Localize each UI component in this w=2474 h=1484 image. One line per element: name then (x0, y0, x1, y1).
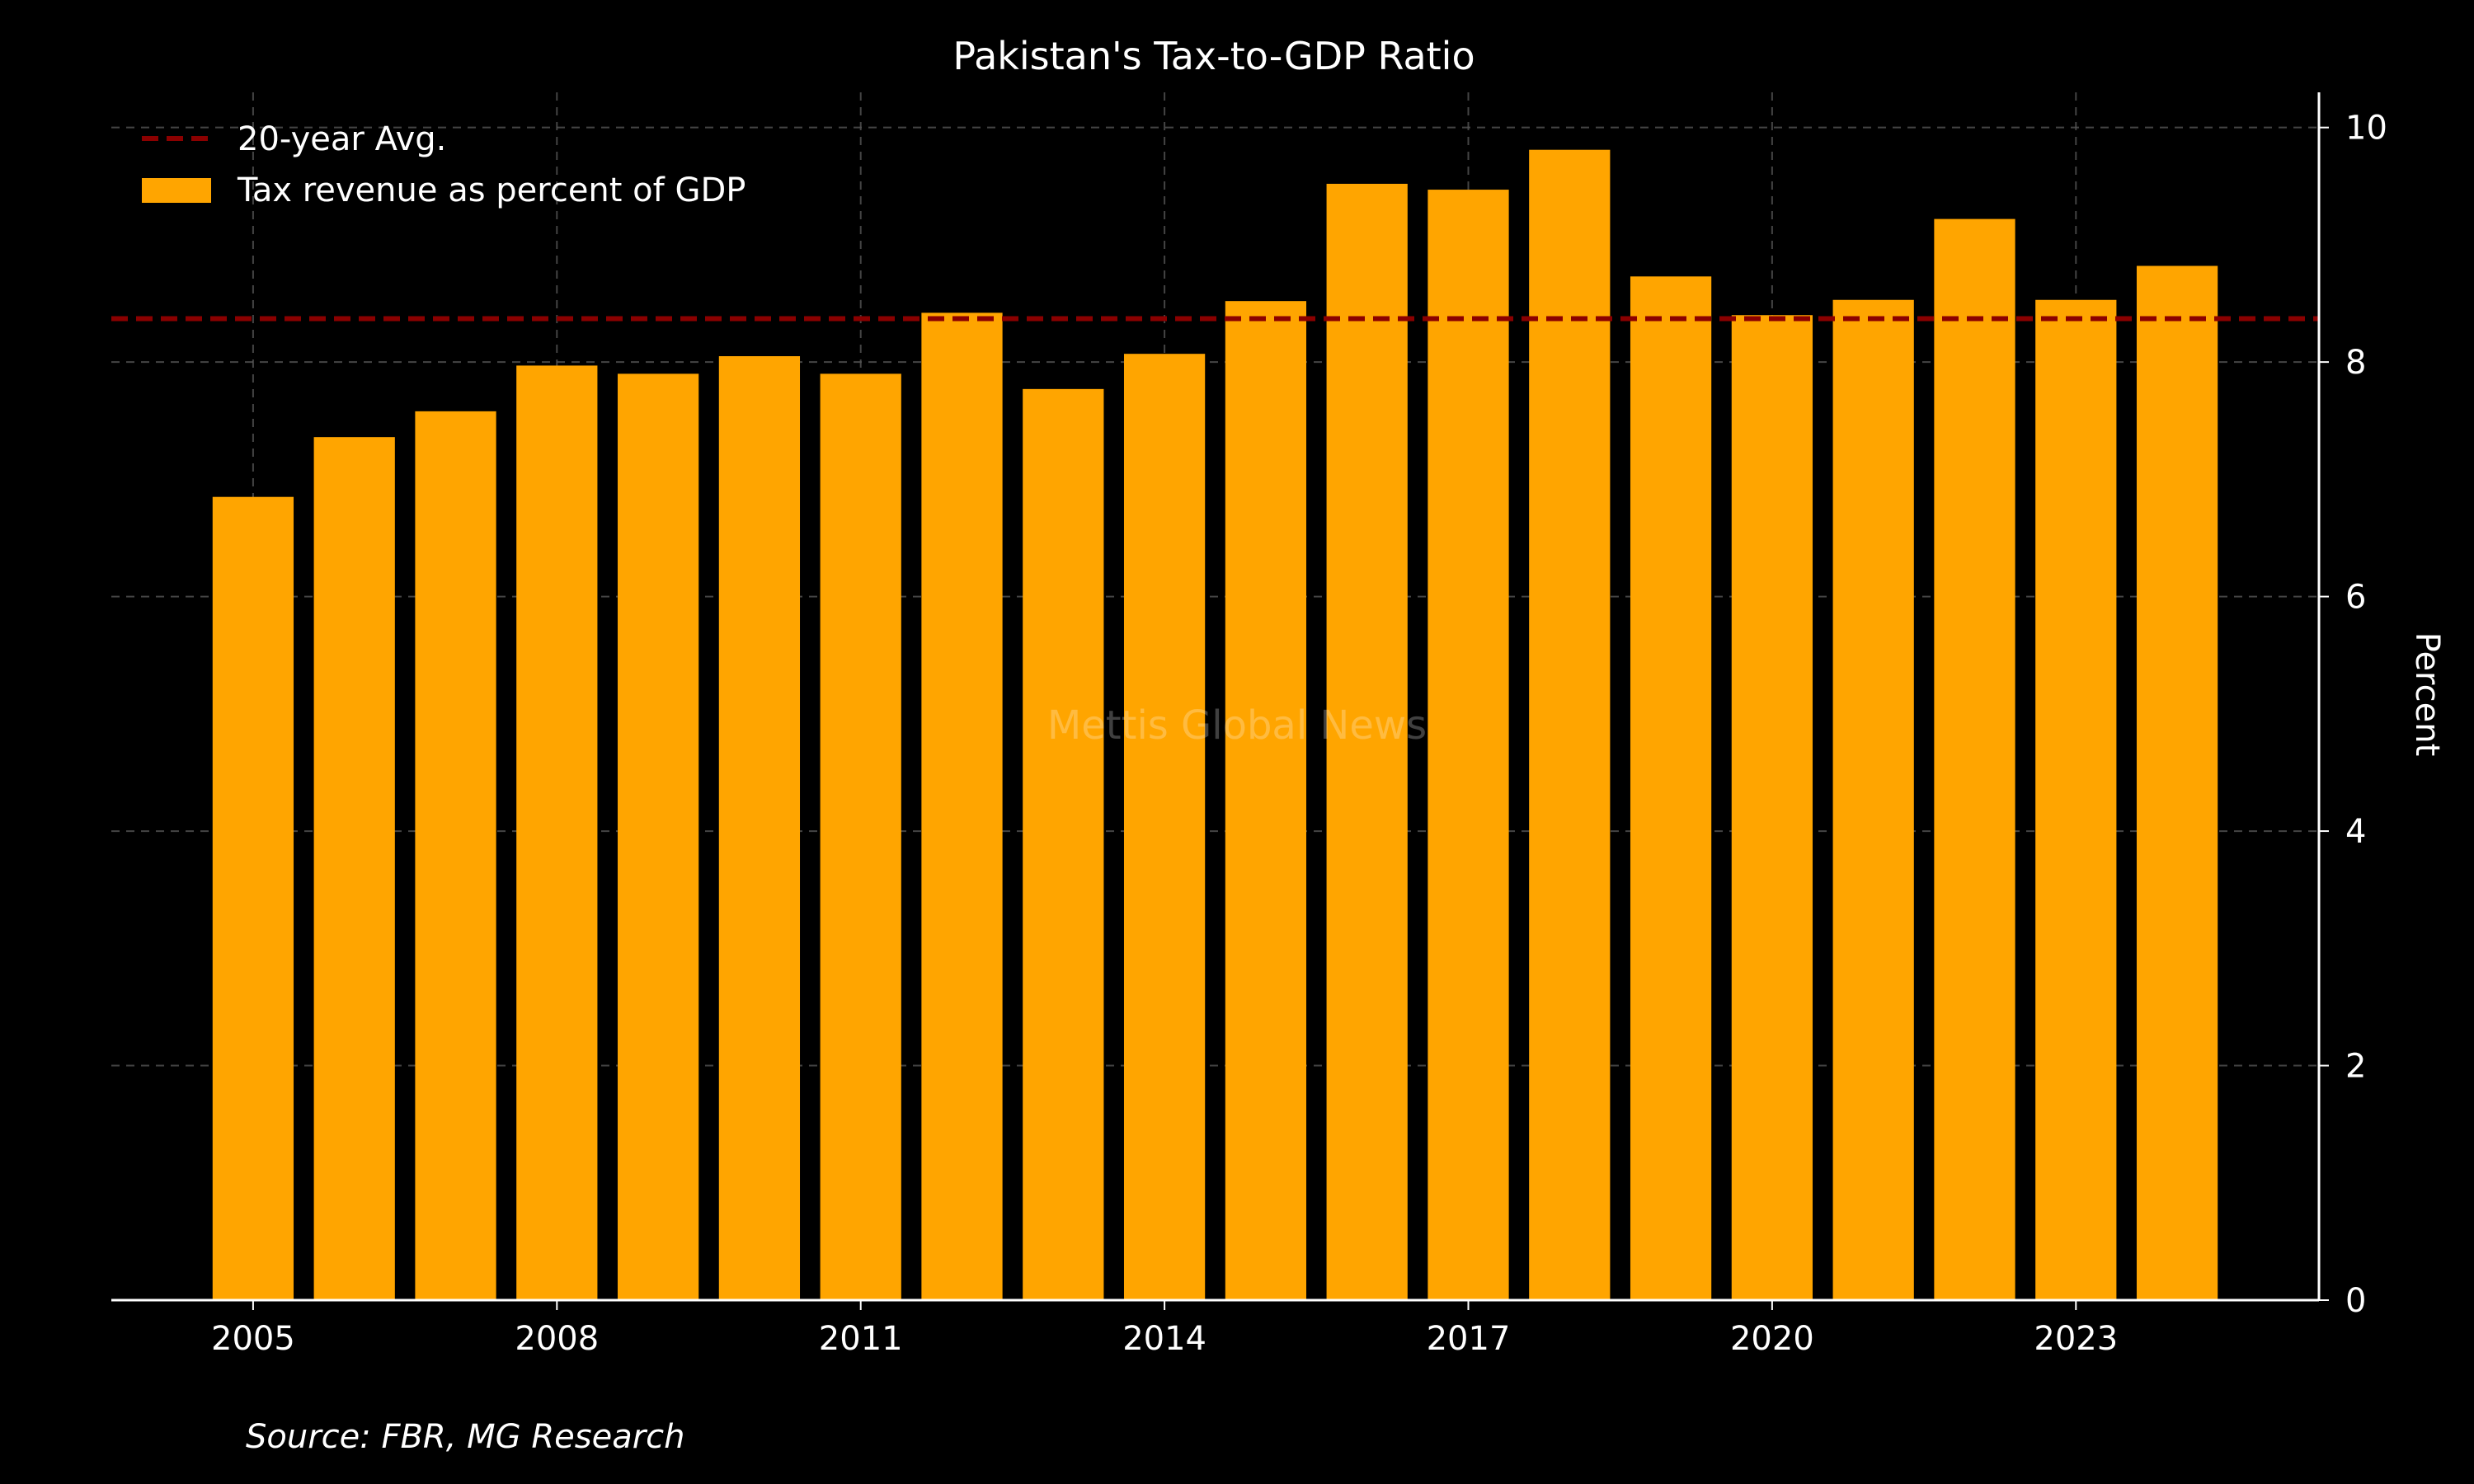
bar-2005 (212, 496, 294, 1300)
bar-2016 (1326, 183, 1408, 1300)
bar-2019 (1630, 276, 1712, 1301)
x-tick-label-2011: 2011 (819, 1320, 903, 1358)
x-tick-label-2023: 2023 (2034, 1320, 2118, 1358)
bars-layer (212, 149, 2218, 1301)
watermark-layer: Mettis Global News (1047, 702, 1427, 749)
bar-2023 (2035, 299, 2117, 1300)
bar-2022 (1934, 218, 2015, 1300)
legend: 20-year Avg. Tax revenue as percent of G… (142, 120, 745, 209)
axes-layer (111, 92, 2321, 1302)
x-tick-label-2005: 2005 (211, 1320, 295, 1358)
bar-2006 (313, 437, 395, 1300)
x-tick-label-2020: 2020 (1730, 1320, 1814, 1358)
source-note: Source: FBR, MG Research (246, 1418, 685, 1456)
ticks-layer: 2005 2008 2011 2014 2017 2020 2023 0 2 4 6 8 10 (211, 110, 2387, 1358)
legend-label-avg: 20-year Avg. (238, 120, 446, 158)
bar-2008 (516, 365, 598, 1300)
legend-label-tax-revenue: Tax revenue as percent of GDP (237, 171, 745, 209)
bar-2007 (415, 411, 496, 1300)
watermark-text: Mettis Global News (1047, 702, 1427, 749)
bar-2020 (1731, 315, 1813, 1301)
y-tick-label-2: 2 (2345, 1048, 2366, 1086)
x-tick-label-2008: 2008 (515, 1320, 599, 1358)
y-tick-label-8: 8 (2345, 344, 2366, 382)
grid-layer (111, 92, 2319, 1300)
bar-2011 (820, 373, 901, 1300)
legend-bar-swatch (142, 178, 211, 203)
bar-2012 (921, 312, 1003, 1300)
bar-2010 (718, 356, 801, 1300)
bar-2015 (1225, 301, 1307, 1300)
y-tick-label-0: 0 (2345, 1282, 2366, 1320)
bar-2014 (1123, 354, 1206, 1300)
y-tick-label-10: 10 (2345, 110, 2387, 148)
bar-2017 (1427, 190, 1509, 1301)
bar-2018 (1529, 149, 1611, 1300)
x-tick-label-2017: 2017 (1427, 1320, 1511, 1358)
bar-2009 (617, 373, 699, 1300)
bar-2024 (2136, 265, 2218, 1300)
y-tick-label-4: 4 (2345, 813, 2366, 851)
bar-2013 (1023, 388, 1104, 1301)
x-tick-label-2014: 2014 (1122, 1320, 1206, 1358)
y-axis-label: Percent (2408, 632, 2446, 757)
y-tick-label-6: 6 (2345, 579, 2366, 617)
chart-title: Pakistan's Tax-to-GDP Ratio (952, 34, 1475, 78)
bar-2021 (1832, 299, 1914, 1300)
